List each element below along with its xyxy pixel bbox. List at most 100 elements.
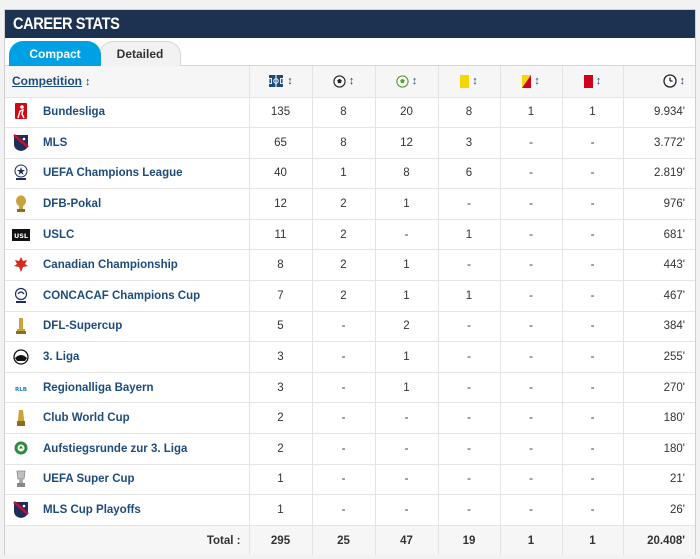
assists-icon [396, 75, 409, 88]
mls-logo-icon[interactable] [12, 133, 30, 152]
sort-arrow-icon[interactable]: ↕ [348, 75, 355, 88]
assists-cell: 1 [374, 372, 438, 404]
red-cards-cell: - [561, 280, 623, 312]
appearances-cell: 3 [248, 372, 312, 404]
assists-column-header[interactable]: ↕ [374, 66, 438, 98]
red-cards-cell: - [561, 464, 623, 496]
red-cards-cell: - [561, 219, 623, 251]
competition-name-link[interactable]: MLS Cup Playoffs [43, 504, 141, 517]
competition-name-link[interactable]: UEFA Champions League [43, 167, 183, 180]
yellow-red-cards-cell: 1 [499, 97, 562, 129]
aufstiegsrunde-logo-icon[interactable] [12, 440, 30, 458]
competition-name-link[interactable]: Club World Cup [43, 412, 130, 425]
competition-name-link[interactable]: DFB-Pokal [43, 198, 102, 211]
yellow-cards-cell: - [437, 402, 500, 435]
total-red-cards: 1 [561, 525, 623, 556]
table-row: Canadian Championship 8 2 1- - -443' [5, 249, 695, 282]
assists-cell: - [374, 464, 438, 496]
sort-arrow-icon[interactable]: ↕ [472, 75, 478, 88]
yellow-red-cards-cell: - [499, 433, 562, 465]
total-yellow-cards: 19 [437, 525, 500, 556]
competition-name-link[interactable]: DFL-Supercup [43, 320, 123, 333]
sort-arrow-icon[interactable]: ↕ [411, 75, 418, 88]
competition-cell: RLB Regionalliga Bayern [5, 372, 249, 404]
club-world-cup-logo-icon[interactable] [12, 409, 30, 427]
goals-cell: - [311, 494, 375, 526]
sort-arrow-icon[interactable]: ↕ [85, 76, 91, 89]
yellow-cards-cell: 3 [437, 127, 500, 159]
goals-cell: - [311, 341, 375, 373]
yellow-cards-cell: - [437, 188, 500, 220]
career-stats-box: CAREER STATS Detailed Compact Competitio… [4, 9, 696, 556]
minutes-column-header[interactable]: ↕ [622, 66, 695, 98]
yellow-cards-cell: - [437, 249, 500, 282]
yellow-red-cards-cell: - [499, 158, 562, 190]
competition-name-link[interactable]: MLS [43, 136, 68, 149]
yellow-cards-column-header[interactable]: ↕ [437, 66, 500, 98]
tab-compact[interactable]: Compact [9, 41, 101, 66]
bundesliga-logo-icon[interactable] [12, 103, 30, 121]
assists-cell: 2 [374, 311, 438, 343]
table-row: DFB-Pokal 12 2 1- - -976' [5, 188, 695, 220]
yellow-red-cards-cell: - [499, 188, 562, 220]
competition-column-header[interactable]: Competition ↕ [5, 66, 249, 98]
svg-text:USL: USL [14, 232, 28, 240]
competition-name-link[interactable]: UEFA Super Cup [43, 473, 135, 486]
goals-cell: - [311, 402, 375, 435]
competition-cell: CONCACAF Champions Cup [5, 280, 249, 312]
canadian-championship-logo-icon[interactable] [12, 256, 30, 274]
3-liga-logo-icon[interactable] [12, 348, 30, 366]
uslc-logo-icon[interactable]: USL [12, 226, 30, 244]
uefa-super-cup-logo-icon[interactable] [12, 470, 30, 488]
total-minutes: 20.408' [622, 525, 695, 556]
competition-sort-link[interactable]: Competition [12, 74, 82, 89]
competition-name-link[interactable]: Bundesliga [43, 106, 105, 119]
competition-name-link[interactable]: Aufstiegsrunde zur 3. Liga [43, 442, 188, 455]
yellow-red-cards-cell: - [499, 280, 562, 312]
competition-name-link[interactable]: 3. Liga [43, 351, 80, 364]
minutes-cell: 26' [622, 494, 695, 526]
red-cards-cell: - [561, 433, 623, 465]
total-appearances: 295 [248, 525, 312, 556]
competition-cell: UEFA Super Cup [5, 464, 249, 496]
competition-name-link[interactable]: Regionalliga Bayern [43, 381, 154, 394]
sort-arrow-icon[interactable]: ↕ [595, 75, 602, 88]
competition-name-link[interactable]: USLC [43, 228, 75, 241]
red-cards-cell: - [561, 158, 623, 190]
dfb-pokal-logo-icon[interactable] [12, 195, 30, 213]
competition-cell: Club World Cup [5, 402, 249, 435]
tab-detailed[interactable]: Detailed [99, 41, 181, 66]
competition-cell: USL USLC [5, 219, 249, 251]
concacaf-logo-icon[interactable] [12, 287, 30, 305]
sort-arrow-icon[interactable]: ↕ [287, 75, 293, 88]
competition-cell: Canadian Championship [5, 249, 249, 282]
yellow-cards-cell: - [437, 311, 500, 343]
table-row: Aufstiegsrunde zur 3. Liga 2- - - - -180' [5, 433, 695, 465]
goals-column-header[interactable]: ↕ [311, 66, 375, 98]
sort-arrow-icon[interactable]: ↕ [679, 75, 686, 88]
appearances-icon [268, 75, 284, 88]
yellow-card-icon [460, 74, 470, 88]
career-stats-header: CAREER STATS [5, 10, 695, 38]
competition-cell: DFL-Supercup [5, 311, 249, 343]
yellow-red-cards-cell: - [499, 464, 562, 496]
minutes-cell: 270' [622, 372, 695, 404]
minutes-cell: 21' [622, 464, 695, 496]
sort-arrow-icon[interactable]: ↕ [534, 75, 540, 88]
table-row: Club World Cup 2- - - - -180' [5, 402, 695, 435]
goals-cell: - [311, 433, 375, 465]
table-row: CONCACAF Champions Cup 7 2 1 1- -467' [5, 280, 695, 312]
table-row: UEFA Super Cup 1- - - - -21' [5, 464, 695, 496]
yellow-red-cards-column-header[interactable]: ↕ [499, 66, 562, 98]
competition-name-link[interactable]: Canadian Championship [43, 259, 178, 272]
appearances-cell: 11 [248, 219, 312, 251]
competition-name-link[interactable]: CONCACAF Champions Cup [43, 289, 201, 302]
champions-league-logo-icon[interactable] [12, 164, 30, 182]
red-cards-column-header[interactable]: ↕ [561, 66, 623, 98]
assists-cell: - [374, 219, 438, 251]
goals-cell: 2 [311, 188, 375, 220]
regionalliga-bayern-logo-icon[interactable]: RLB [12, 379, 30, 397]
appearances-column-header[interactable]: ↕ [248, 66, 312, 98]
dfl-supercup-logo-icon[interactable] [12, 317, 30, 335]
mls-logo-icon[interactable] [12, 501, 30, 519]
